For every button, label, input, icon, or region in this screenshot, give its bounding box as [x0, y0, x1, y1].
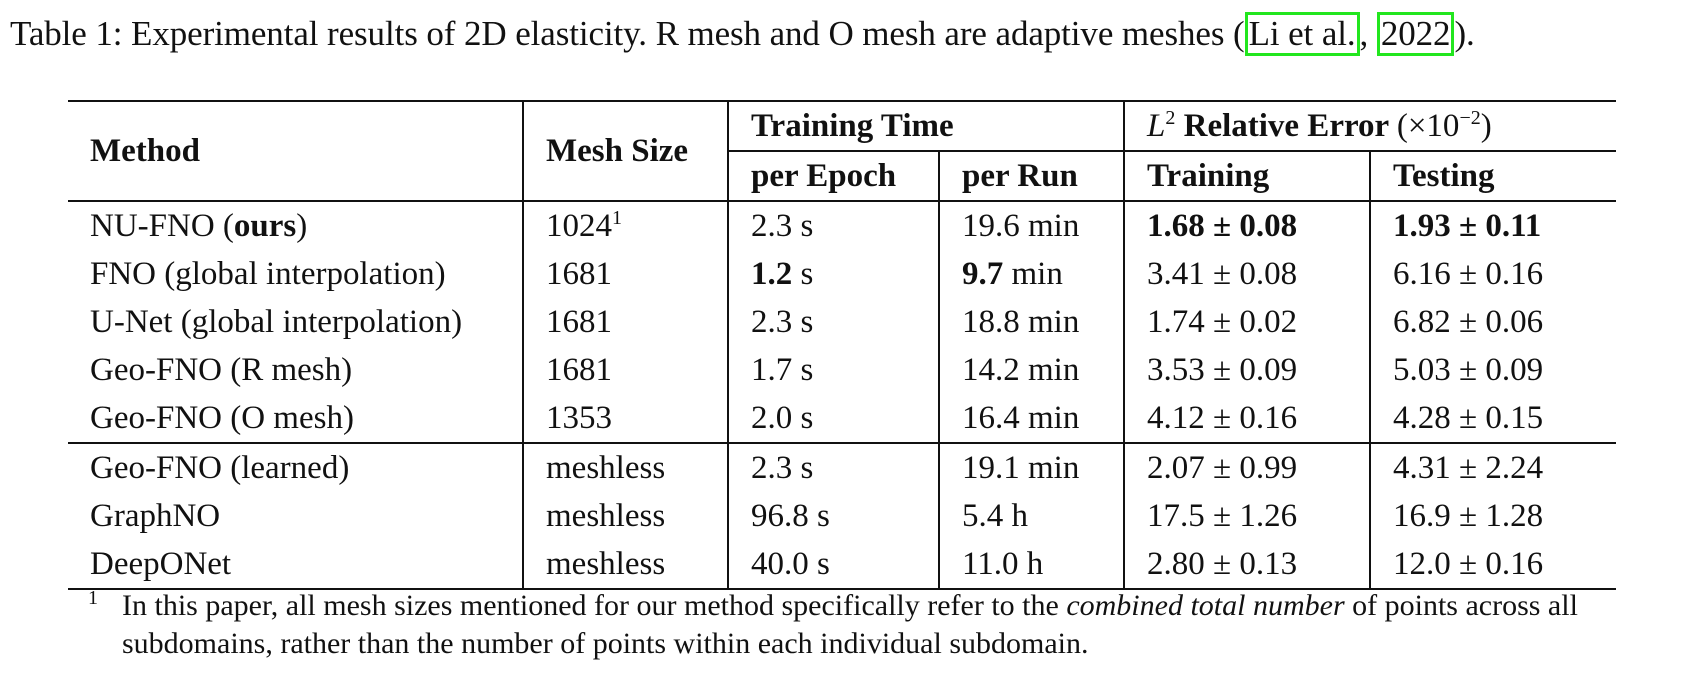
cell-testing-error: 6.16 ± 0.16: [1369, 250, 1616, 298]
cell-mesh-size: 1681: [522, 250, 728, 298]
cell-testing-error: 6.82 ± 0.06: [1369, 298, 1616, 346]
header-per-epoch: per Epoch: [727, 151, 939, 201]
cell-training-error: 1.74 ± 0.02: [1123, 298, 1370, 346]
cell-per-epoch: 2.3 s: [727, 201, 939, 250]
cell-training-error: 3.41 ± 0.08: [1123, 250, 1370, 298]
cell-per-run: 16.4 min: [938, 394, 1124, 443]
error-scale-open: (×10: [1396, 107, 1460, 144]
table-footnote: 1 In this paper, all mesh sizes mentione…: [88, 587, 1628, 663]
cell-per-epoch: 2.3 s: [727, 443, 939, 492]
cell-per-epoch: 2.0 s: [727, 394, 939, 443]
header-mesh-size: Mesh Size: [522, 101, 728, 201]
table-row: U-Net (global interpolation) 1681 2.3 s …: [68, 298, 1616, 346]
citation-author-link[interactable]: Li et al.: [1244, 12, 1360, 56]
cell-per-epoch: 96.8 s: [727, 492, 939, 540]
cell-testing-error: 5.03 ± 0.09: [1369, 346, 1616, 394]
cell-method: Geo-FNO (R mesh): [90, 351, 353, 388]
table-row: FNO (global interpolation) 1681 1.2 s 9.…: [68, 250, 1616, 298]
error-norm-exponent: 2: [1165, 106, 1176, 129]
footnote-mark: 1: [88, 587, 98, 609]
cell-mesh-size: meshless: [522, 443, 728, 492]
table-caption: Table 1: Experimental results of 2D elas…: [10, 12, 1690, 56]
header-method: Method: [90, 132, 200, 169]
cell-training-error: 3.53 ± 0.09: [1123, 346, 1370, 394]
cell-per-epoch: 1.7 s: [727, 346, 939, 394]
cell-method: Geo-FNO (O mesh): [90, 399, 354, 436]
cell-training-error: 1.68 ± 0.08: [1123, 201, 1370, 250]
caption-separator: ,: [1359, 14, 1377, 53]
cell-mesh-size: meshless: [522, 492, 728, 540]
table-row: Geo-FNO (learned) meshless 2.3 s 19.1 mi…: [68, 443, 1616, 492]
cell-per-run: 5.4 h: [938, 492, 1124, 540]
cell-mesh-size: meshless: [522, 540, 728, 589]
table-row: DeepONet meshless 40.0 s 11.0 h 2.80 ± 0…: [68, 540, 1616, 589]
results-table-container: Method Mesh Size Training Time L2 Relati…: [68, 100, 1616, 590]
cell-mesh-size: 1681: [522, 298, 728, 346]
header-training: Training: [1123, 151, 1370, 201]
cell-testing-error: 4.28 ± 0.15: [1369, 394, 1616, 443]
cell-per-run: 11.0 h: [938, 540, 1124, 589]
caption-prefix: Table 1: Experimental results of 2D elas…: [10, 14, 1245, 53]
cell-per-epoch: 1.2 s: [727, 250, 939, 298]
results-table: Method Mesh Size Training Time L2 Relati…: [68, 100, 1616, 590]
header-testing: Testing: [1369, 151, 1616, 201]
footnote-text: In this paper, all mesh sizes mentioned …: [122, 589, 1578, 660]
cell-per-epoch: 40.0 s: [727, 540, 939, 589]
header-training-time: Training Time: [727, 101, 1124, 152]
cell-per-run: 18.8 min: [938, 298, 1124, 346]
cell-per-run: 9.7 min: [938, 250, 1124, 298]
cell-testing-error: 1.93 ± 0.11: [1369, 201, 1616, 250]
cell-per-run: 19.6 min: [938, 201, 1124, 250]
error-label: Relative Error: [1183, 107, 1389, 144]
table-row: NU-FNO (ours) 10241 2.3 s 19.6 min 1.68 …: [68, 201, 1616, 250]
table-row: GraphNO meshless 96.8 s 5.4 h 17.5 ± 1.2…: [68, 492, 1616, 540]
table-row: Geo-FNO (R mesh) 1681 1.7 s 14.2 min 3.5…: [68, 346, 1616, 394]
cell-mesh-size: 1681: [522, 346, 728, 394]
cell-testing-error: 4.31 ± 2.24: [1369, 443, 1616, 492]
error-scale-close: ): [1480, 107, 1492, 144]
cell-per-run: 19.1 min: [938, 443, 1124, 492]
table-row: Geo-FNO (O mesh) 1353 2.0 s 16.4 min 4.1…: [68, 394, 1616, 443]
cell-testing-error: 12.0 ± 0.16: [1369, 540, 1616, 589]
cell-method: DeepONet: [90, 545, 232, 582]
cell-training-error: 17.5 ± 1.26: [1123, 492, 1370, 540]
error-norm-symbol: L: [1147, 107, 1166, 144]
caption-suffix: ).: [1454, 14, 1475, 53]
cell-per-epoch: 2.3 s: [727, 298, 939, 346]
header-per-run: per Run: [938, 151, 1124, 201]
cell-method: Geo-FNO (learned): [90, 449, 350, 486]
cell-mesh-size: 10241: [522, 201, 728, 250]
error-scale-exponent: −2: [1459, 106, 1481, 129]
cell-method: U-Net (global interpolation): [90, 303, 463, 340]
cell-training-error: 2.80 ± 0.13: [1123, 540, 1370, 589]
cell-mesh-size: 1353: [522, 394, 728, 443]
citation-year-link[interactable]: 2022: [1376, 12, 1455, 56]
cell-method: GraphNO: [90, 497, 221, 534]
cell-testing-error: 16.9 ± 1.28: [1369, 492, 1616, 540]
header-relative-error: L2 Relative Error (×10−2): [1123, 101, 1616, 152]
cell-per-run: 14.2 min: [938, 346, 1124, 394]
cell-training-error: 2.07 ± 0.99: [1123, 443, 1370, 492]
cell-training-error: 4.12 ± 0.16: [1123, 394, 1370, 443]
cell-method: NU-FNO (ours): [90, 207, 308, 244]
cell-method: FNO (global interpolation): [90, 255, 446, 292]
